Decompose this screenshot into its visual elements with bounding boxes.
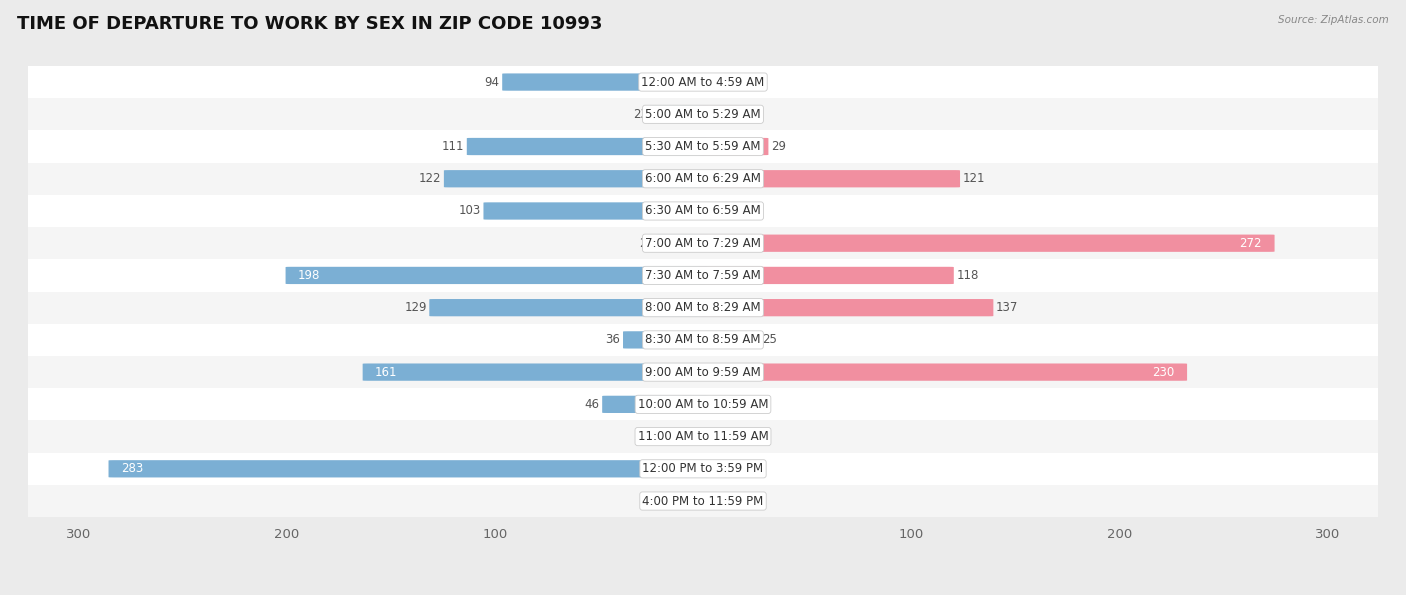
FancyBboxPatch shape [444, 170, 709, 187]
Text: 0: 0 [710, 76, 718, 89]
Bar [28, 66, 1378, 98]
Text: 29: 29 [770, 140, 786, 153]
Bar [28, 421, 1378, 453]
Text: 5:00 AM to 5:29 AM: 5:00 AM to 5:29 AM [645, 108, 761, 121]
Text: 198: 198 [298, 269, 321, 282]
Text: 283: 283 [121, 462, 143, 475]
FancyBboxPatch shape [697, 138, 769, 155]
Text: 12:00 AM to 4:59 AM: 12:00 AM to 4:59 AM [641, 76, 765, 89]
Text: 7:00 AM to 7:29 AM: 7:00 AM to 7:29 AM [645, 237, 761, 250]
FancyBboxPatch shape [108, 460, 709, 477]
Text: 0: 0 [688, 494, 696, 508]
Text: 16: 16 [744, 108, 759, 121]
Text: 0: 0 [688, 430, 696, 443]
Text: 46: 46 [585, 398, 600, 411]
Text: 137: 137 [995, 301, 1018, 314]
Bar [28, 485, 1378, 517]
Text: 0: 0 [710, 494, 718, 508]
Bar [28, 259, 1378, 292]
FancyBboxPatch shape [363, 364, 709, 381]
Text: 7:30 AM to 7:59 AM: 7:30 AM to 7:59 AM [645, 269, 761, 282]
Text: 0: 0 [710, 430, 718, 443]
FancyBboxPatch shape [429, 299, 709, 317]
FancyBboxPatch shape [623, 331, 709, 349]
FancyBboxPatch shape [697, 106, 741, 123]
FancyBboxPatch shape [602, 396, 709, 413]
Text: 0: 0 [710, 398, 718, 411]
Bar [28, 162, 1378, 195]
FancyBboxPatch shape [697, 331, 761, 349]
Text: 10:00 AM to 10:59 AM: 10:00 AM to 10:59 AM [638, 398, 768, 411]
Bar [28, 292, 1378, 324]
Text: 129: 129 [405, 301, 427, 314]
Bar [28, 388, 1378, 421]
Text: 23: 23 [633, 108, 648, 121]
Text: 94: 94 [485, 76, 499, 89]
FancyBboxPatch shape [285, 267, 709, 284]
Text: 121: 121 [963, 172, 986, 185]
Text: 103: 103 [458, 205, 481, 218]
FancyBboxPatch shape [697, 170, 960, 187]
Text: 11:00 AM to 11:59 AM: 11:00 AM to 11:59 AM [638, 430, 768, 443]
Bar [28, 356, 1378, 389]
FancyBboxPatch shape [697, 234, 1275, 252]
Text: 4:00 PM to 11:59 PM: 4:00 PM to 11:59 PM [643, 494, 763, 508]
Text: 0: 0 [710, 462, 718, 475]
Text: 272: 272 [1240, 237, 1263, 250]
FancyBboxPatch shape [697, 299, 994, 317]
Text: 118: 118 [956, 269, 979, 282]
Text: 9:00 AM to 9:59 AM: 9:00 AM to 9:59 AM [645, 365, 761, 378]
Text: 230: 230 [1153, 365, 1174, 378]
FancyBboxPatch shape [484, 202, 709, 220]
Text: 111: 111 [441, 140, 464, 153]
Bar [28, 227, 1378, 259]
Text: 161: 161 [375, 365, 398, 378]
Bar [28, 324, 1378, 356]
Text: 25: 25 [762, 333, 778, 346]
FancyBboxPatch shape [697, 364, 1187, 381]
FancyBboxPatch shape [502, 73, 709, 90]
Text: 8:30 AM to 8:59 AM: 8:30 AM to 8:59 AM [645, 333, 761, 346]
FancyBboxPatch shape [467, 138, 709, 155]
Bar [28, 130, 1378, 162]
Text: Source: ZipAtlas.com: Source: ZipAtlas.com [1278, 15, 1389, 25]
Text: 122: 122 [419, 172, 441, 185]
Text: 36: 36 [606, 333, 620, 346]
Text: TIME OF DEPARTURE TO WORK BY SEX IN ZIP CODE 10993: TIME OF DEPARTURE TO WORK BY SEX IN ZIP … [17, 15, 602, 33]
FancyBboxPatch shape [697, 267, 953, 284]
Text: 6:00 AM to 6:29 AM: 6:00 AM to 6:29 AM [645, 172, 761, 185]
FancyBboxPatch shape [650, 106, 709, 123]
Text: 20: 20 [638, 237, 654, 250]
Text: 0: 0 [710, 205, 718, 218]
FancyBboxPatch shape [657, 234, 709, 252]
Bar [28, 195, 1378, 227]
Bar [28, 453, 1378, 485]
Text: 8:00 AM to 8:29 AM: 8:00 AM to 8:29 AM [645, 301, 761, 314]
Text: 5:30 AM to 5:59 AM: 5:30 AM to 5:59 AM [645, 140, 761, 153]
Text: 6:30 AM to 6:59 AM: 6:30 AM to 6:59 AM [645, 205, 761, 218]
Text: 12:00 PM to 3:59 PM: 12:00 PM to 3:59 PM [643, 462, 763, 475]
Bar [28, 98, 1378, 130]
